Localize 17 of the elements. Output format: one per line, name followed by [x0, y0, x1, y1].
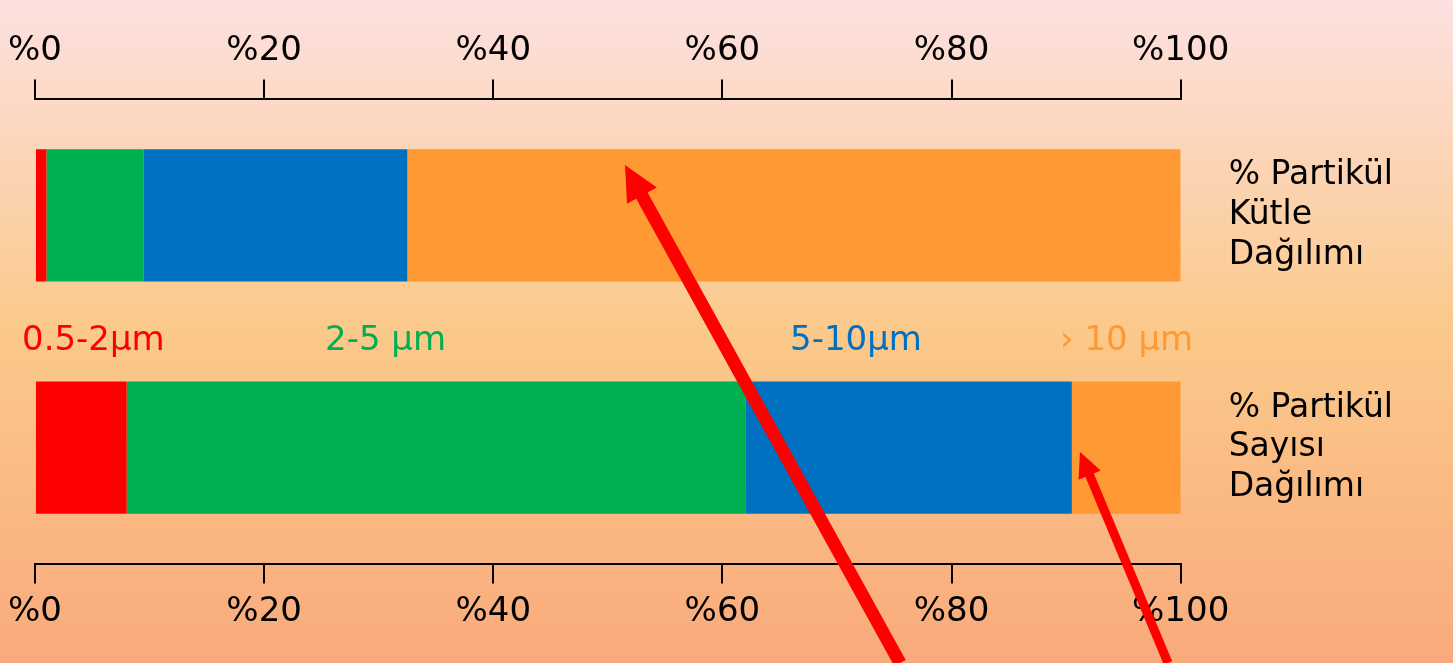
- x2-tick-label: %100: [1132, 27, 1230, 68]
- x-tick-label: %80: [913, 588, 990, 629]
- series-label: 5-10µm: [790, 318, 922, 358]
- y-tick-label: % Partikül Kütle Dağılımı: [1228, 153, 1393, 272]
- x2-tick-label: %80: [913, 27, 990, 68]
- x-tick-label: %0: [7, 588, 62, 629]
- x-tick-label: %60: [684, 588, 761, 629]
- x-tick-label: %40: [455, 588, 532, 629]
- series-label: › 10 µm: [1060, 318, 1194, 358]
- series-label: 2-5 µm: [325, 318, 447, 358]
- x2-tick-label: %20: [226, 27, 302, 68]
- x2-tick-label: %40: [455, 27, 532, 68]
- x2-tick-label: %60: [684, 27, 761, 68]
- series-label: 0.5-2µm: [22, 318, 165, 358]
- x2-tick-label: %0: [7, 27, 62, 68]
- x-tick-label: %20: [226, 588, 302, 629]
- y-tick-label: % Partikül Sayısı Dağılımı: [1228, 385, 1393, 504]
